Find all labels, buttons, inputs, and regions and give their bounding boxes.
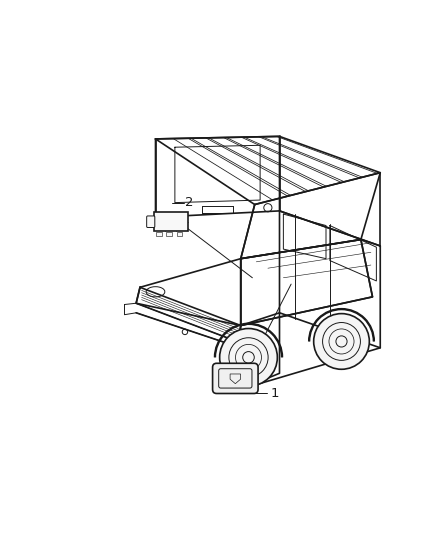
Text: 2: 2 <box>185 197 194 209</box>
Circle shape <box>219 328 277 386</box>
FancyBboxPatch shape <box>156 232 162 237</box>
FancyBboxPatch shape <box>212 364 258 393</box>
Circle shape <box>322 322 360 360</box>
Circle shape <box>314 313 369 369</box>
Text: 1: 1 <box>270 386 279 400</box>
FancyBboxPatch shape <box>219 369 252 388</box>
FancyBboxPatch shape <box>177 232 182 237</box>
FancyBboxPatch shape <box>147 216 155 228</box>
FancyBboxPatch shape <box>154 212 188 231</box>
FancyBboxPatch shape <box>166 232 172 237</box>
Circle shape <box>229 338 268 377</box>
